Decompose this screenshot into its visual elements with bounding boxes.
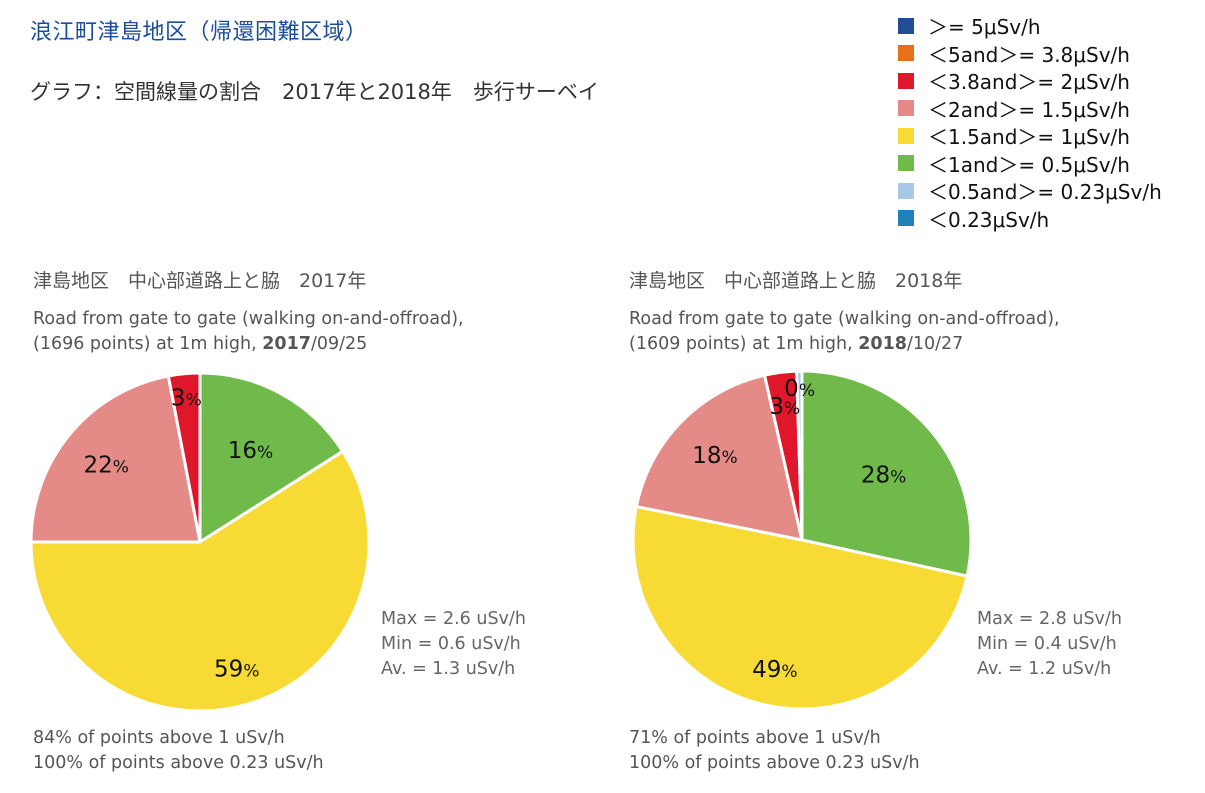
legend-label: ＜2and＞= 1.5μSv/h (928, 97, 1130, 122)
legend-swatch (898, 100, 914, 117)
legend-label: ＜1.5and＞= 1μSv/h (928, 125, 1130, 150)
page-title: 浪江町津島地区（帰還困難区域） (30, 20, 368, 45)
chart-desc-points: (1609 points) at 1m high, (629, 334, 859, 354)
legend-label: ＞= 5μSv/h (928, 15, 1041, 40)
legend-item: ＜5and＞= 3.8μSv/h (898, 40, 1162, 68)
pie-slice (795, 369, 804, 542)
legend-swatch (898, 17, 914, 34)
chart-description-2017: Road from gate to gate (walking on-and-o… (33, 307, 464, 357)
legend-swatch (898, 45, 914, 62)
stat-max: Max = 2.8 uSv/h (977, 609, 1122, 629)
legend-item: ＜0.5and＞= 0.23μSv/h (898, 177, 1162, 205)
pie-slice-label: 28% (861, 462, 906, 488)
pie-slice (166, 371, 202, 544)
chart-desc-date: /10/27 (906, 334, 964, 354)
legend-swatch (898, 182, 914, 199)
legend-swatch (898, 72, 914, 89)
page-subtitle: グラフ：空間線量の割合 2017年と2018年 歩行サーベイ (30, 80, 599, 104)
legend-item: ＜1and＞= 0.5μSv/h (898, 150, 1162, 178)
legend: ＞= 5μSv/h ＜5and＞= 3.8μSv/h ＜3.8and＞= 2μS… (898, 12, 1162, 232)
note-above-023: 100% of points above 0.23 uSv/h (33, 753, 324, 773)
stats-2018: Max = 2.8 uSv/h Min = 0.4 uSv/h Av. = 1.… (977, 607, 1122, 682)
note-above-1: 84% of points above 1 uSv/h (33, 728, 285, 748)
legend-swatch (898, 127, 914, 144)
pie-slice-label: 18% (692, 443, 737, 469)
legend-swatch (898, 155, 914, 172)
pie-slice-label: 59% (214, 657, 259, 683)
pie-slice-label: 22% (84, 452, 129, 478)
stats-2017: Max = 2.6 uSv/h Min = 0.6 uSv/h Av. = 1.… (381, 607, 526, 682)
chart-desc-line1: Road from gate to gate (walking on-and-o… (629, 309, 1060, 329)
legend-label: ＜5and＞= 3.8μSv/h (928, 42, 1130, 67)
legend-swatch (898, 210, 914, 227)
pie-slice (29, 449, 371, 713)
pie-slice-label: 16% (228, 438, 273, 464)
chart-desc-year: 2017 (262, 334, 311, 354)
pie-slice (198, 371, 345, 544)
pie-slice-label: 3% (171, 385, 202, 411)
legend-item: ＜0.23μSv/h (898, 205, 1162, 233)
chart-desc-line2: (1696 points) at 1m high, 2017/09/25 (33, 332, 464, 357)
stat-average: Av. = 1.2 uSv/h (977, 659, 1112, 679)
chart-heading-2017: 津島地区 中心部道路上と脇 2017年 (33, 270, 367, 292)
legend-item: ＞= 5μSv/h (898, 12, 1162, 40)
pie-slice (800, 369, 973, 578)
stat-min: Min = 0.6 uSv/h (381, 634, 521, 654)
notes-2017: 84% of points above 1 uSv/h 100% of poin… (33, 726, 324, 776)
legend-item: ＜2and＞= 1.5μSv/h (898, 95, 1162, 123)
legend-label: ＜3.8and＞= 2μSv/h (928, 70, 1130, 95)
chart-description-2018: Road from gate to gate (walking on-and-o… (629, 307, 1060, 357)
chart-desc-line2: (1609 points) at 1m high, 2018/10/27 (629, 332, 1060, 357)
note-above-1: 71% of points above 1 uSv/h (629, 728, 881, 748)
legend-label: ＜0.23μSv/h (928, 207, 1050, 232)
pie-slice-label: 0% (784, 376, 815, 402)
stat-min: Min = 0.4 uSv/h (977, 634, 1117, 654)
pie-slice (29, 374, 202, 544)
chart-desc-points: (1696 points) at 1m high, (33, 334, 263, 354)
pie-slice (634, 373, 804, 542)
stat-average: Av. = 1.3 uSv/h (381, 659, 516, 679)
notes-2018: 71% of points above 1 uSv/h 100% of poin… (629, 726, 920, 776)
chart-desc-date: /09/25 (310, 334, 368, 354)
legend-item: ＜1.5and＞= 1μSv/h (898, 122, 1162, 150)
legend-label: ＜0.5and＞= 0.23μSv/h (928, 180, 1162, 205)
legend-label: ＜1and＞= 0.5μSv/h (928, 152, 1130, 177)
pie-chart-2017: 16% 59% 22% 3% (29, 371, 371, 713)
note-above-023: 100% of points above 0.23 uSv/h (629, 753, 920, 773)
stat-max: Max = 2.6 uSv/h (381, 609, 526, 629)
pie-slice-label: 49% (752, 657, 797, 683)
pie-slice-label: 3% (769, 394, 800, 420)
chart-desc-line1: Road from gate to gate (walking on-and-o… (33, 309, 464, 329)
chart-heading-2018: 津島地区 中心部道路上と脇 2018年 (629, 270, 963, 292)
pie-chart-2018: 28% 49% 18% 3%0% (631, 369, 973, 711)
chart-desc-year: 2018 (858, 334, 907, 354)
pie-slice (631, 505, 969, 711)
legend-item: ＜3.8and＞= 2μSv/h (898, 67, 1162, 95)
